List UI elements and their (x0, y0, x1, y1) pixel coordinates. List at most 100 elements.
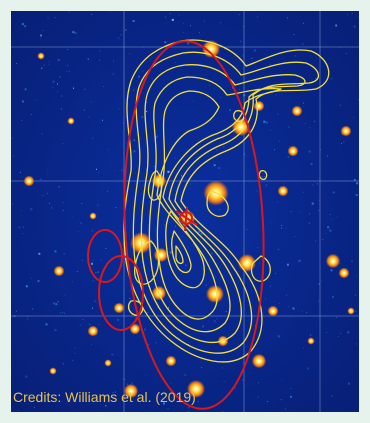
noise-speck (303, 22, 304, 24)
noise-speck (129, 290, 131, 292)
noise-speck (51, 207, 53, 209)
noise-speck (98, 324, 100, 326)
noise-speck (293, 34, 295, 35)
noise-speck (39, 38, 41, 40)
noise-speck (73, 87, 74, 89)
noise-speck (285, 227, 287, 229)
noise-speck (233, 118, 235, 120)
noise-speck (91, 230, 93, 232)
noise-speck (147, 312, 149, 313)
noise-speck (209, 85, 210, 87)
noise-speck (311, 202, 314, 205)
noise-speck (315, 78, 317, 79)
noise-speck (286, 263, 289, 266)
noise-speck (270, 285, 272, 287)
noise-speck (355, 294, 357, 296)
noise-speck (174, 157, 176, 159)
noise-speck (265, 298, 267, 300)
noise-speck (145, 374, 147, 376)
noise-speck (351, 13, 353, 15)
noise-speck (43, 64, 45, 66)
noise-speck (25, 375, 28, 378)
noise-speck (301, 310, 303, 312)
point-source (307, 337, 315, 345)
noise-speck (269, 222, 271, 224)
noise-speck (275, 94, 277, 96)
noise-speck (179, 246, 180, 248)
noise-speck (54, 250, 57, 253)
noise-speck (181, 175, 183, 177)
noise-speck (35, 99, 37, 101)
noise-speck (99, 50, 101, 52)
noise-speck (62, 209, 64, 211)
point-source (87, 325, 99, 337)
noise-speck (163, 402, 165, 405)
noise-speck (21, 120, 23, 121)
noise-speck (246, 155, 248, 157)
noise-speck (164, 16, 166, 18)
noise-speck (19, 171, 21, 173)
noise-speck (30, 114, 32, 115)
noise-speck (68, 70, 70, 72)
noise-speck (41, 133, 43, 135)
noise-speck (109, 11, 111, 12)
noise-speck (48, 61, 50, 62)
noise-speck (218, 167, 221, 169)
noise-speck (132, 89, 134, 91)
point-source (53, 265, 65, 277)
noise-speck (168, 307, 170, 309)
noise-speck (108, 149, 110, 151)
noise-speck (55, 303, 58, 306)
noise-speck (72, 359, 74, 361)
noise-speck (57, 83, 58, 85)
noise-speck (175, 225, 176, 227)
noise-speck (216, 149, 218, 151)
noise-speck (220, 22, 222, 24)
noise-speck (62, 202, 64, 204)
noise-speck (343, 141, 345, 143)
noise-speck (229, 109, 232, 112)
noise-speck (66, 64, 69, 67)
noise-speck (340, 332, 342, 334)
point-source (23, 175, 35, 187)
noise-speck (320, 149, 322, 151)
noise-speck (232, 309, 234, 311)
noise-speck (308, 150, 311, 153)
noise-speck (17, 409, 19, 411)
noise-speck (347, 14, 349, 16)
noise-speck (204, 238, 206, 240)
point-source (232, 118, 250, 136)
noise-speck (105, 405, 107, 407)
noise-speck (199, 32, 200, 34)
noise-speck (287, 17, 288, 19)
noise-speck (53, 302, 55, 305)
noise-speck (142, 70, 144, 72)
point-source (347, 307, 355, 315)
noise-speck (355, 194, 358, 196)
noise-speck (308, 222, 310, 224)
noise-speck (306, 312, 308, 314)
noise-speck (99, 59, 101, 61)
point-source (251, 353, 267, 369)
noise-speck (165, 394, 167, 396)
noise-speck (82, 318, 84, 320)
large-ellipse (123, 40, 265, 410)
noise-speck (281, 379, 283, 381)
noise-speck (64, 312, 66, 314)
noise-speck (163, 224, 165, 226)
noise-speck (33, 407, 35, 409)
noise-speck (191, 224, 193, 226)
noise-speck (309, 213, 311, 215)
noise-speck (151, 77, 153, 79)
noise-speck (153, 166, 155, 168)
noise-speck (47, 400, 49, 402)
point-source (206, 285, 224, 303)
noise-speck (57, 301, 59, 303)
noise-speck (314, 341, 316, 343)
radio-contours (123, 39, 330, 363)
noise-speck (277, 335, 280, 338)
noise-speck (13, 155, 15, 157)
noise-speck (355, 275, 357, 277)
noise-speck (204, 20, 205, 22)
noise-speck (192, 100, 194, 102)
